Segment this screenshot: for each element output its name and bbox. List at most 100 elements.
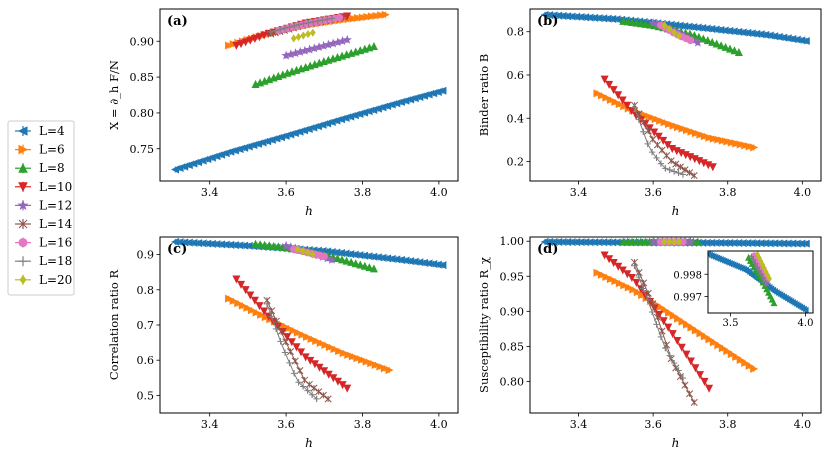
series-l-12 — [281, 34, 352, 60]
data-point — [682, 126, 692, 135]
legend-label: L=10 — [39, 180, 72, 194]
data-point — [335, 347, 344, 356]
data-point — [247, 306, 257, 315]
x-axis-label: h — [672, 436, 680, 450]
series-l-18 — [267, 15, 336, 36]
inset-frame — [707, 250, 814, 314]
data-point — [736, 355, 745, 364]
data-point — [653, 313, 661, 321]
data-point — [365, 263, 374, 272]
legend-item: L=20 — [15, 273, 72, 287]
data-point — [255, 33, 264, 42]
data-point — [662, 344, 669, 352]
panel-a: 3.4 3.6 3.8 4.0 0.75 0.80 0.85 0.90 (a) h X = ∂_h … — [107, 8, 459, 218]
data-point — [283, 333, 292, 342]
series-l-6 — [593, 268, 759, 373]
series-l-4 — [170, 86, 447, 174]
data-point — [367, 359, 376, 368]
data-point — [241, 38, 250, 47]
data-point — [263, 300, 271, 308]
data-point — [691, 326, 700, 335]
data-point — [679, 171, 687, 178]
data-point — [351, 259, 360, 268]
data-point — [267, 28, 274, 36]
data-point — [659, 317, 668, 326]
legend-label: L=18 — [39, 254, 72, 268]
data-point — [727, 350, 736, 359]
inset-plot-area — [708, 251, 809, 313]
data-point — [620, 281, 629, 290]
data-point — [665, 308, 674, 317]
data-point — [620, 102, 629, 111]
data-point — [305, 19, 312, 26]
y-tick-label: 0.9 — [137, 249, 155, 262]
data-point — [295, 32, 302, 42]
data-point — [287, 338, 296, 347]
data-point — [260, 31, 269, 40]
y-tick-label: 0.997 — [673, 292, 702, 303]
data-point — [641, 19, 650, 28]
data-point — [691, 364, 700, 373]
data-point — [674, 123, 683, 132]
series-l-20 — [755, 251, 772, 283]
data-point — [632, 18, 641, 27]
legend-marker — [19, 274, 27, 285]
data-point — [663, 141, 672, 150]
data-point — [705, 335, 714, 344]
data-point — [319, 391, 327, 399]
data-point — [745, 142, 754, 151]
data-point — [694, 32, 703, 41]
data-point — [618, 266, 627, 275]
legend-marker — [18, 219, 28, 229]
x-axis-label: h — [305, 204, 313, 218]
data-point — [314, 17, 322, 25]
x-tick-label: 3.4 — [570, 186, 588, 199]
x-tick-label: 4.0 — [430, 186, 448, 199]
y-axis-label: X = ∂_h F/N — [107, 60, 121, 130]
panel-d: 3.4 3.6 3.8 4.0 0.80 0.85 0.90 0.95 1.00 (d) h Susc… — [477, 235, 822, 450]
data-point — [597, 91, 606, 100]
series-l-18 — [631, 262, 687, 382]
data-point — [347, 257, 356, 266]
data-point — [750, 364, 759, 373]
data-point — [690, 172, 698, 180]
data-point — [335, 13, 344, 22]
data-point — [290, 370, 298, 377]
data-point — [693, 37, 703, 47]
data-point — [338, 255, 347, 264]
y-tick-label: 0.998 — [673, 270, 702, 281]
data-point — [718, 136, 727, 145]
data-point — [344, 350, 353, 359]
data-point — [663, 151, 671, 160]
data-point — [237, 280, 246, 289]
data-point — [349, 14, 358, 23]
data-point — [669, 311, 678, 320]
data-point — [319, 16, 326, 24]
series-l-20 — [661, 21, 683, 41]
data-point — [362, 357, 371, 366]
data-point — [252, 308, 261, 317]
data-point — [686, 357, 695, 366]
series-l-6 — [593, 89, 759, 152]
legend-label: L=8 — [39, 161, 65, 175]
panel-label: (a) — [167, 14, 188, 29]
data-point — [268, 313, 275, 320]
data-point — [286, 347, 295, 356]
data-point — [241, 286, 250, 295]
data-point — [321, 341, 330, 350]
data-point — [686, 390, 694, 398]
y-tick-label: 0.5 — [137, 389, 155, 402]
series-l-14 — [630, 101, 698, 180]
data-point — [623, 17, 632, 26]
data-point — [679, 374, 687, 382]
x-axis-label: h — [672, 204, 680, 218]
data-point — [293, 328, 302, 337]
data-point — [325, 343, 334, 352]
data-point — [670, 168, 678, 175]
data-point — [681, 381, 689, 389]
x-axis-label: h — [305, 436, 313, 450]
panel-label: (b) — [537, 14, 558, 29]
legend-label: L=16 — [39, 236, 72, 250]
data-point — [685, 237, 696, 246]
data-point — [327, 254, 337, 264]
